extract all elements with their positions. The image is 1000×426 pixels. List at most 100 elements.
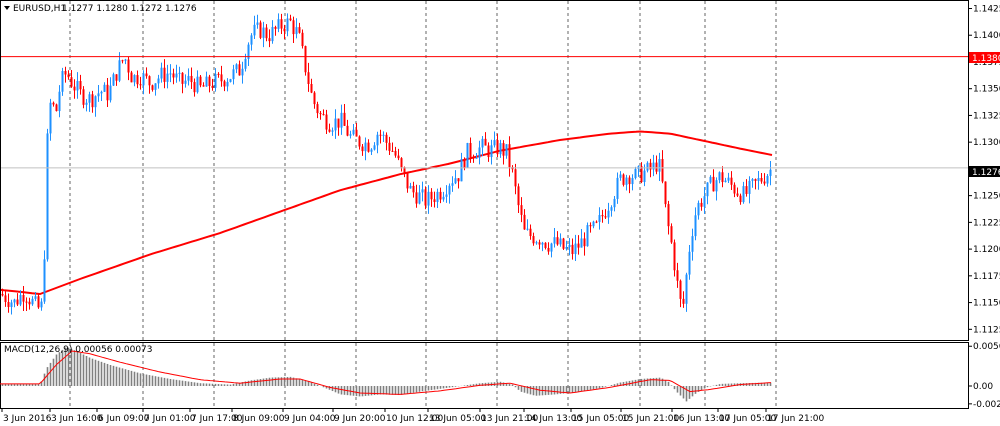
time-axis[interactable]: 3 Jun 2016 3 Jun 16:006 Jun 09:007 Jun 01… [1,408,824,424]
candle-200[interactable] [601,209,604,223]
candle-251[interactable] [754,178,757,190]
candle-107[interactable] [322,109,325,116]
candle-84[interactable] [253,15,256,40]
candle-232[interactable] [697,200,700,220]
candle-90[interactable] [271,20,274,44]
candle-194[interactable] [583,232,586,256]
candle-43[interactable] [130,70,133,83]
candle-46[interactable] [139,76,142,90]
candle-80[interactable] [241,61,244,84]
candle-99[interactable] [298,22,301,34]
candle-184[interactable] [553,228,556,248]
candle-58[interactable] [175,64,178,83]
candle-150[interactable] [451,176,454,192]
candle-49[interactable] [148,75,151,94]
candle-16[interactable] [49,98,52,141]
candle-4[interactable] [13,298,16,308]
candle-78[interactable] [235,63,238,74]
triangle-down-icon[interactable] [4,6,10,10]
candle-102[interactable] [307,62,310,92]
candle-242[interactable] [727,172,730,183]
candle-120[interactable] [361,144,364,156]
candle-101[interactable] [304,45,307,76]
candle-110[interactable] [331,127,334,136]
candle-176[interactable] [529,224,532,240]
candle-187[interactable] [562,237,565,250]
candle-114[interactable] [343,104,346,127]
candle-221[interactable] [664,181,667,208]
candle-64[interactable] [193,78,196,97]
candle-192[interactable] [577,235,580,255]
candle-60[interactable] [181,72,184,94]
candle-189[interactable] [568,238,571,256]
candle-117[interactable] [352,124,355,136]
candle-188[interactable] [565,240,568,251]
candle-48[interactable] [145,67,148,79]
candle-234[interactable] [703,187,706,214]
candle-168[interactable] [505,144,508,159]
candle-236[interactable] [709,175,712,184]
candle-62[interactable] [187,68,190,86]
candle-55[interactable] [166,64,169,89]
candle-128[interactable] [385,132,388,151]
candle-105[interactable] [316,101,319,119]
candle-30[interactable] [91,90,94,113]
candle-92[interactable] [277,13,280,33]
candle-133[interactable] [400,157,403,172]
candle-165[interactable] [496,133,499,158]
candle-218[interactable] [655,155,658,175]
candle-140[interactable] [421,181,424,202]
candle-206[interactable] [619,171,622,181]
candle-50[interactable] [151,84,154,92]
candle-182[interactable] [547,242,550,255]
candle-142[interactable] [427,185,430,214]
candle-208[interactable] [625,174,628,191]
candle-159[interactable] [478,140,481,165]
candle-40[interactable] [121,59,124,64]
candle-181[interactable] [544,242,547,250]
candle-70[interactable] [211,78,214,91]
candle-246[interactable] [739,193,742,205]
candle-106[interactable] [319,111,322,120]
candle-137[interactable] [412,181,415,198]
candle-21[interactable] [64,66,67,83]
candle-122[interactable] [367,139,370,153]
candle-7[interactable] [22,285,25,311]
candle-243[interactable] [730,171,733,190]
candle-229[interactable] [688,244,691,280]
candle-26[interactable] [79,74,82,95]
candle-65[interactable] [196,70,199,94]
candle-211[interactable] [634,166,637,180]
candle-164[interactable] [493,131,496,148]
candle-171[interactable] [514,163,517,195]
candle-45[interactable] [136,70,139,89]
candle-115[interactable] [346,119,349,137]
candle-152[interactable] [457,178,460,189]
candle-59[interactable] [178,66,181,82]
candle-109[interactable] [328,123,331,133]
candle-215[interactable] [646,161,649,173]
candle-198[interactable] [595,220,598,224]
candle-108[interactable] [325,109,328,134]
candle-222[interactable] [667,200,670,235]
candle-228[interactable] [685,272,688,312]
candle-116[interactable] [349,130,352,139]
candle-253[interactable] [760,172,763,184]
price-scale[interactable]: 1.14251.14001.13751.13501.13251.13001.12… [968,4,1000,335]
candle-225[interactable] [676,262,679,288]
candle-76[interactable] [229,78,232,83]
candle-100[interactable] [301,29,304,49]
candle-93[interactable] [280,13,283,35]
candle-178[interactable] [535,240,538,245]
candle-54[interactable] [163,59,166,89]
candle-12[interactable] [37,293,40,309]
candle-1[interactable] [4,291,7,307]
candle-247[interactable] [742,181,745,204]
candle-252[interactable] [757,171,760,190]
candle-57[interactable] [172,68,175,85]
candle-203[interactable] [610,205,613,217]
candle-28[interactable] [85,98,88,112]
candle-37[interactable] [112,72,115,86]
candle-125[interactable] [376,131,379,154]
